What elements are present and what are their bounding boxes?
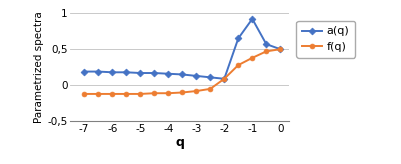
f(q)	[278, 48, 283, 50]
a(q)	[152, 72, 157, 74]
f(q)	[264, 50, 269, 52]
f(q)	[152, 92, 157, 94]
a(q)	[138, 72, 143, 74]
f(q)	[194, 90, 198, 92]
a(q)	[208, 76, 213, 78]
Legend: a(q), f(q): a(q), f(q)	[296, 21, 355, 58]
a(q)	[82, 71, 87, 72]
a(q)	[180, 73, 184, 75]
f(q)	[124, 93, 129, 95]
f(q)	[110, 93, 115, 95]
a(q)	[194, 75, 198, 77]
a(q)	[222, 78, 227, 80]
a(q)	[166, 73, 171, 75]
X-axis label: q: q	[175, 135, 184, 149]
f(q)	[138, 93, 143, 95]
a(q)	[124, 71, 129, 73]
a(q)	[264, 43, 269, 45]
a(q)	[250, 18, 255, 20]
f(q)	[208, 88, 213, 90]
f(q)	[82, 93, 87, 95]
a(q)	[236, 37, 241, 39]
Line: f(q): f(q)	[82, 47, 283, 96]
f(q)	[250, 57, 255, 59]
a(q)	[96, 71, 101, 72]
f(q)	[222, 78, 227, 80]
f(q)	[96, 93, 101, 95]
Line: a(q): a(q)	[82, 16, 283, 81]
a(q)	[278, 48, 283, 50]
a(q)	[110, 71, 115, 73]
f(q)	[166, 92, 171, 94]
f(q)	[236, 64, 241, 66]
Y-axis label: Parametrized spectra: Parametrized spectra	[34, 11, 45, 123]
f(q)	[180, 92, 184, 93]
